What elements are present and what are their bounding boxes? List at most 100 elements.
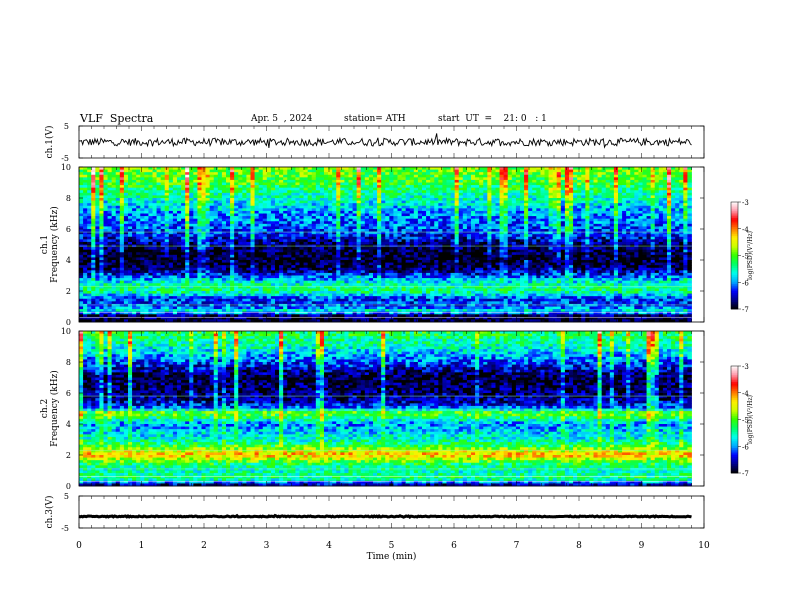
spectrogram-cell	[168, 298, 174, 302]
spectrogram-cell	[123, 200, 129, 204]
spectrogram-cell	[250, 218, 255, 222]
spectrogram-cell	[185, 249, 190, 253]
spectrogram-cell	[87, 283, 92, 287]
spectrogram-cell	[209, 174, 215, 178]
spectrogram-cell	[385, 236, 390, 240]
spectrogram-cell	[160, 257, 166, 261]
spectrogram-cell	[352, 174, 358, 178]
spectrogram-cell	[356, 182, 362, 186]
spectrogram-cell	[266, 203, 272, 207]
spectrogram-cell	[315, 167, 321, 170]
spectrogram-cell	[87, 239, 92, 243]
spectrogram-cell	[83, 169, 88, 173]
spectrogram-cell	[91, 283, 96, 287]
spectrogram-cell	[324, 210, 329, 214]
spectrogram-cell	[364, 272, 370, 276]
spectrogram-cell	[193, 192, 198, 196]
spectrogram-cell	[344, 208, 349, 212]
spectrogram-cell	[132, 221, 137, 225]
spectrogram-cell	[217, 311, 223, 315]
spectrogram-cell	[356, 241, 362, 245]
spectrogram-cell	[319, 226, 325, 230]
spectrogram-cell	[344, 236, 349, 240]
spectrogram-cell	[368, 203, 374, 207]
spectrogram-cell	[156, 192, 162, 196]
spectrogram-cell	[311, 301, 317, 305]
spectrogram-cell	[242, 195, 247, 199]
spectrogram-cell	[136, 236, 141, 240]
spectrogram-cell	[140, 280, 145, 284]
spectrogram-cell	[164, 298, 170, 302]
spectrogram-cell	[119, 278, 125, 282]
spectrogram-cell	[128, 278, 133, 282]
spectrogram-cell	[205, 247, 211, 251]
spectrogram-cell	[103, 210, 108, 214]
spectrogram-cell	[405, 216, 411, 220]
spectrogram-cell	[356, 257, 362, 261]
spectrogram-cell	[128, 195, 133, 199]
spectrogram-cell	[144, 278, 149, 282]
spectrogram-cell	[258, 172, 264, 176]
spectrogram-cell	[307, 179, 313, 183]
spectrogram-cell	[193, 314, 198, 318]
spectrogram-cell	[258, 314, 264, 318]
spectrogram-cell	[401, 216, 407, 220]
spectrogram-cell	[164, 210, 170, 214]
spectrogram-cell	[197, 283, 202, 287]
spectrogram-cell	[344, 319, 349, 323]
spectrogram-cell	[87, 169, 92, 173]
spectrogram-cell	[107, 247, 113, 251]
spectrogram-cell	[177, 296, 182, 300]
spectrogram-cell	[389, 236, 394, 240]
spectrogram-cell	[291, 280, 296, 284]
spectrogram-cell	[238, 174, 243, 178]
spectrogram-cell	[217, 167, 223, 170]
spectrogram-cell	[189, 314, 194, 318]
spectrogram-cell	[119, 234, 125, 238]
spectrogram-cell	[205, 309, 211, 313]
spectrogram-cell	[119, 293, 125, 297]
spectrogram-cell	[172, 260, 178, 263]
spectrogram-cell	[381, 169, 386, 173]
spectrogram-cell	[324, 267, 329, 271]
spectrogram-cell	[103, 272, 108, 276]
spectrogram-cell	[279, 221, 284, 225]
spectrogram-cell	[381, 283, 386, 287]
spectrogram-cell	[377, 226, 382, 230]
spectrogram-cell	[107, 187, 113, 191]
spectrogram-cell	[262, 200, 268, 204]
spectrogram-cell	[164, 187, 170, 191]
spectrogram-cell	[360, 306, 366, 310]
spectrogram-cell	[164, 239, 170, 243]
spectrogram-cell	[393, 195, 398, 199]
spectrogram-cell	[275, 260, 280, 263]
spectrogram-cell	[115, 249, 121, 253]
spectrogram-cell	[246, 267, 251, 271]
spectrogram-cell	[315, 311, 321, 315]
spectrogram-cell	[270, 185, 276, 189]
spectrogram-cell	[217, 288, 223, 292]
spectrogram-cell	[250, 208, 255, 212]
spectrogram-cell	[336, 291, 341, 294]
spectrogram-cell	[250, 303, 255, 307]
spectrogram-cell	[136, 283, 141, 287]
spectrogram-cell	[87, 303, 92, 307]
spectrogram-cell	[311, 192, 317, 196]
spectrogram-cell	[397, 218, 402, 222]
spectrogram-cell	[311, 262, 317, 266]
spectrogram-cell	[148, 195, 153, 199]
spectrogram-cell	[87, 190, 92, 194]
spectrogram-cell	[311, 203, 317, 207]
spectrogram-cell	[279, 278, 284, 282]
spectrogram-cell	[140, 205, 145, 209]
spectrogram-cell	[238, 260, 243, 263]
spectrogram-cell	[311, 314, 317, 318]
spectrogram-cell	[213, 198, 219, 201]
spectrogram-cell	[201, 249, 206, 253]
spectrogram-cell	[148, 169, 153, 173]
spectrogram-cell	[283, 319, 288, 323]
spectrogram-cell	[389, 257, 394, 261]
spectrogram-cell	[307, 280, 313, 284]
spectrogram-cell	[226, 296, 231, 300]
spectrogram-cell	[136, 303, 141, 307]
